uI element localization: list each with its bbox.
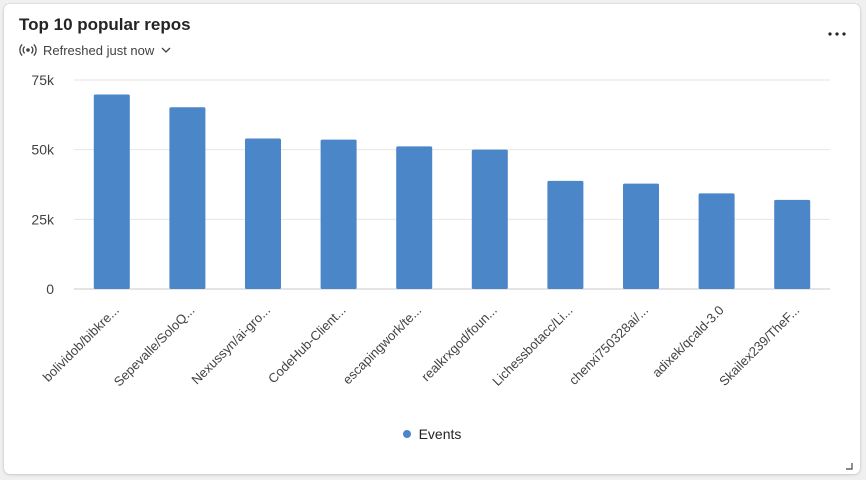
x-tick-label: Skailex239/TheF...: [716, 303, 802, 389]
bar: [169, 107, 206, 290]
bar: [396, 146, 433, 289]
refresh-label: Refreshed just now: [43, 42, 155, 58]
broadcast-icon: [19, 43, 37, 57]
x-tick-label: Lichessbotacc/Li...: [489, 303, 575, 389]
x-tick-label: realkrxgod/foun...: [418, 303, 500, 385]
x-tick-label: escapingwork/te...: [340, 303, 425, 388]
bar: [547, 180, 584, 289]
legend-label: Events: [418, 426, 462, 442]
y-tick-label: 50k: [31, 142, 55, 158]
card-title: Top 10 popular repos: [19, 15, 191, 34]
x-tick-label: bolividob/bibkre...: [40, 303, 122, 385]
x-tick-label: chenxi750328ai/...: [566, 303, 651, 388]
x-tick-label: Sepevalle/SoloQ...: [111, 303, 198, 390]
more-horizontal-icon: [828, 23, 846, 41]
chart-card: Top 10 popular repos Refreshed just now: [4, 4, 860, 474]
bar: [698, 193, 735, 289]
bar: [320, 139, 357, 289]
bar-chart: 0 25k 50k 75k bolividob/bibkre...Sepevalle/S…: [31, 72, 830, 390]
x-tick-label: Nexussyn/ai-gro...: [188, 303, 273, 388]
legend-swatch: [402, 430, 411, 438]
x-tick-label: adixek/qcald-3.0: [649, 303, 727, 381]
resize-grip-icon: [843, 457, 853, 474]
y-tick-label: 75k: [31, 72, 55, 88]
resize-handle[interactable]: [843, 457, 853, 470]
refresh-status-dropdown[interactable]: Refreshed just now: [19, 41, 172, 59]
bar: [623, 183, 659, 289]
bar: [774, 199, 811, 289]
y-tick-label: 25k: [31, 211, 55, 227]
bar: [93, 94, 130, 290]
chart-legend: Events: [4, 426, 860, 442]
x-tick-label: CodeHub-Client...: [265, 303, 349, 387]
y-tick-label: 0: [46, 281, 54, 297]
chevron-down-icon: [160, 45, 172, 55]
more-options-button[interactable]: [826, 26, 848, 38]
bar: [471, 149, 508, 289]
bar: [245, 138, 281, 289]
